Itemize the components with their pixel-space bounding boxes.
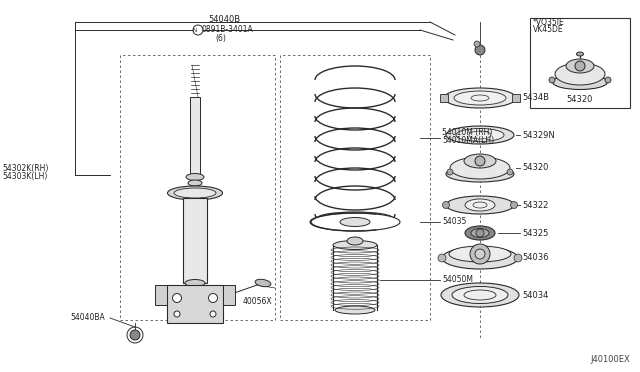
Circle shape: [174, 311, 180, 317]
Bar: [530, 18, 630, 108]
Circle shape: [475, 45, 485, 55]
Ellipse shape: [188, 180, 202, 186]
Ellipse shape: [450, 157, 510, 179]
Circle shape: [575, 61, 585, 71]
Bar: [155, 285, 167, 305]
Ellipse shape: [464, 154, 496, 168]
Ellipse shape: [333, 241, 377, 250]
Ellipse shape: [471, 228, 489, 237]
Text: 54034: 54034: [522, 291, 548, 299]
Bar: [512, 94, 520, 102]
Text: VK45DE: VK45DE: [533, 26, 564, 35]
Circle shape: [193, 25, 203, 35]
Bar: [223, 285, 235, 305]
Ellipse shape: [168, 186, 223, 200]
Circle shape: [507, 169, 513, 175]
Ellipse shape: [340, 218, 370, 227]
Ellipse shape: [317, 212, 392, 224]
Ellipse shape: [446, 126, 514, 144]
Circle shape: [514, 254, 522, 262]
Ellipse shape: [577, 52, 584, 56]
Text: 54322: 54322: [522, 201, 548, 209]
Ellipse shape: [255, 279, 271, 287]
Text: 54036: 54036: [522, 253, 548, 263]
Ellipse shape: [566, 59, 594, 73]
Text: 54320: 54320: [522, 164, 548, 173]
Circle shape: [173, 294, 182, 302]
Text: 54035: 54035: [442, 218, 467, 227]
Text: *VQ35IE: *VQ35IE: [533, 17, 564, 26]
Text: 54010M (RH): 54010M (RH): [442, 128, 492, 138]
Ellipse shape: [552, 74, 607, 90]
Circle shape: [447, 169, 453, 175]
Circle shape: [470, 244, 490, 264]
Circle shape: [511, 202, 518, 208]
Bar: [167, 285, 223, 323]
Bar: [190, 97, 200, 177]
Circle shape: [476, 229, 484, 237]
Ellipse shape: [310, 213, 400, 231]
Text: 54329N: 54329N: [522, 131, 555, 140]
Ellipse shape: [465, 199, 495, 211]
Circle shape: [475, 249, 485, 259]
Text: (6): (6): [215, 35, 226, 44]
Ellipse shape: [185, 279, 205, 286]
Ellipse shape: [446, 196, 514, 214]
Text: 54325: 54325: [522, 228, 548, 237]
Text: N: N: [193, 28, 197, 32]
Circle shape: [438, 254, 446, 262]
Ellipse shape: [449, 246, 511, 262]
Ellipse shape: [444, 88, 516, 108]
Text: J40100EX: J40100EX: [590, 356, 630, 365]
Circle shape: [474, 41, 480, 47]
Ellipse shape: [186, 173, 204, 180]
Ellipse shape: [452, 286, 508, 304]
Text: 5434B: 5434B: [522, 93, 549, 103]
Circle shape: [210, 311, 216, 317]
Bar: [183, 198, 207, 283]
Circle shape: [130, 330, 140, 340]
Bar: [440, 94, 448, 102]
Ellipse shape: [441, 283, 519, 307]
Text: 54040BA: 54040BA: [70, 314, 105, 323]
Circle shape: [605, 77, 611, 83]
Ellipse shape: [335, 306, 375, 314]
Text: 54050M: 54050M: [442, 276, 473, 285]
Circle shape: [442, 202, 449, 208]
Circle shape: [549, 77, 555, 83]
Ellipse shape: [442, 247, 518, 269]
Text: 54320: 54320: [567, 96, 593, 105]
Circle shape: [475, 156, 485, 166]
Ellipse shape: [454, 91, 506, 105]
Ellipse shape: [174, 188, 216, 198]
Text: 40056X: 40056X: [243, 298, 273, 307]
Ellipse shape: [465, 226, 495, 240]
Ellipse shape: [446, 166, 514, 182]
Text: 54010MA(LH): 54010MA(LH): [442, 137, 494, 145]
Text: 54040B: 54040B: [208, 16, 240, 25]
Ellipse shape: [347, 237, 363, 245]
Ellipse shape: [456, 128, 504, 141]
Circle shape: [209, 294, 218, 302]
Text: 0891B-3401A: 0891B-3401A: [202, 26, 253, 35]
Text: 54303K(LH): 54303K(LH): [2, 173, 47, 182]
Text: 54302K(RH): 54302K(RH): [2, 164, 49, 173]
Ellipse shape: [555, 63, 605, 85]
